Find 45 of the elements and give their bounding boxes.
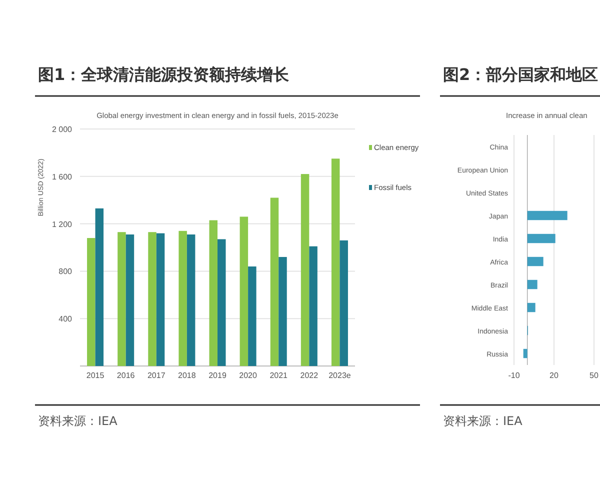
bar bbox=[527, 302, 536, 312]
x-tick-label: 2021 bbox=[270, 371, 288, 380]
y-tick-label: 800 bbox=[58, 267, 73, 276]
chart-title: 图2：部分国家和地区 bbox=[443, 65, 598, 84]
y-tick-label: 400 bbox=[58, 314, 73, 324]
text: 资料来源：IEA bbox=[38, 414, 118, 428]
bar bbox=[178, 230, 187, 366]
bar bbox=[118, 232, 126, 366]
x-tick-label: 2015 bbox=[86, 371, 105, 380]
x-tick-label: 2017 bbox=[147, 371, 166, 380]
bar bbox=[95, 208, 104, 366]
x-tick-label: 20 bbox=[550, 371, 559, 380]
bar bbox=[148, 232, 156, 366]
x-tick-label: -10 bbox=[508, 371, 520, 380]
x-tick-label: 2023e bbox=[328, 371, 352, 380]
bar bbox=[209, 220, 218, 366]
bar bbox=[240, 216, 248, 366]
x-tick-label: 2018 bbox=[178, 371, 196, 380]
x-tick-label: 2016 bbox=[116, 371, 136, 380]
bar bbox=[331, 158, 340, 366]
bar bbox=[340, 240, 348, 366]
bar bbox=[300, 174, 310, 366]
bar bbox=[278, 256, 287, 366]
bar bbox=[156, 233, 165, 366]
bar bbox=[309, 246, 318, 366]
bar bbox=[523, 348, 528, 358]
bar bbox=[186, 234, 196, 366]
y-tick-label: 1 200 bbox=[52, 220, 73, 229]
x-tick-label: 2019 bbox=[208, 371, 227, 380]
x-tick-label: 50 bbox=[590, 371, 599, 380]
text: 资料来源：IEA bbox=[443, 414, 524, 428]
bar bbox=[527, 210, 568, 220]
bar bbox=[527, 280, 538, 290]
bar bbox=[270, 198, 279, 366]
bar bbox=[527, 234, 556, 244]
bar bbox=[248, 266, 256, 366]
y-tick-label: 2 000 bbox=[52, 125, 73, 134]
bar bbox=[218, 239, 226, 366]
x-tick-label: 2022 bbox=[300, 371, 319, 380]
bar bbox=[126, 234, 134, 366]
chart-title: 图1：全球清洁能源投资额持续增长 bbox=[38, 65, 290, 84]
bar bbox=[87, 238, 96, 366]
y-tick-label: 1 600 bbox=[52, 172, 73, 182]
x-tick-label: 2020 bbox=[239, 371, 258, 380]
bar bbox=[527, 256, 544, 266]
